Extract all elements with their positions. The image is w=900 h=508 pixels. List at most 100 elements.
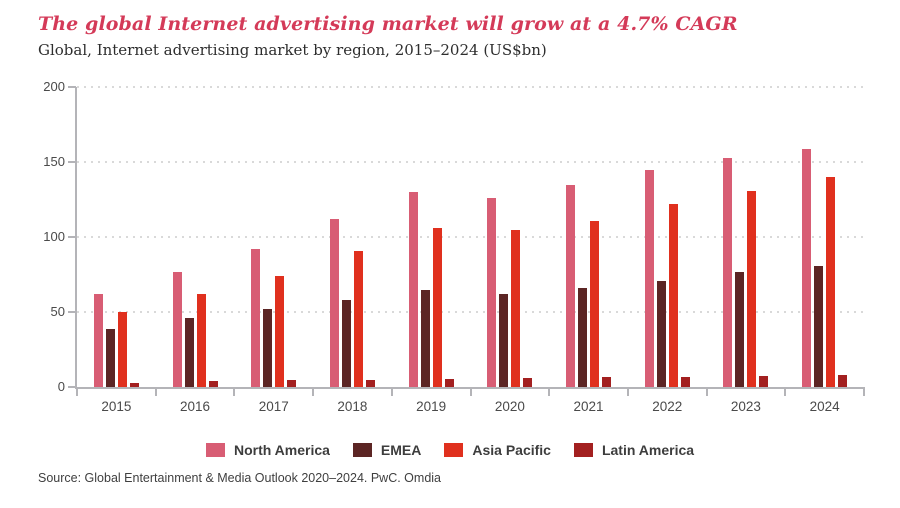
legend-item-north-america: North America bbox=[205, 442, 330, 458]
bar-group-2022 bbox=[628, 87, 707, 387]
legend-label: North America bbox=[233, 442, 330, 458]
y-tick-label: 200 bbox=[43, 79, 65, 94]
bar-asia-pacific-2024 bbox=[826, 177, 836, 387]
legend-swatch-emea bbox=[352, 443, 372, 457]
y-tick-label: 0 bbox=[57, 379, 65, 394]
bar-latin-america-2019 bbox=[444, 378, 454, 387]
x-axis-tick bbox=[863, 387, 865, 396]
bar-latin-america-2015 bbox=[129, 382, 139, 387]
source-note: Source: Global Entertainment & Media Out… bbox=[38, 471, 441, 485]
bar-emea-2015 bbox=[105, 328, 115, 387]
x-axis-tick bbox=[469, 387, 472, 396]
legend-swatch-latin-america bbox=[573, 443, 593, 457]
bar-group-2019 bbox=[392, 87, 471, 387]
bar-north-america-2024 bbox=[802, 148, 812, 387]
y-axis-tick bbox=[68, 311, 76, 313]
gridline-100 bbox=[77, 236, 864, 238]
bar-north-america-2019 bbox=[408, 192, 418, 387]
legend-item-asia-pacific: Asia Pacific bbox=[444, 442, 551, 458]
bar-north-america-2022 bbox=[644, 169, 654, 387]
bar-group-2018 bbox=[313, 87, 392, 387]
x-axis-tick bbox=[626, 387, 629, 396]
bar-north-america-2016 bbox=[172, 271, 182, 387]
bar-north-america-2020 bbox=[487, 198, 497, 387]
x-axis-tick bbox=[784, 387, 787, 396]
bar-emea-2018 bbox=[341, 300, 351, 387]
x-tick-label-2016: 2016 bbox=[180, 399, 211, 414]
x-tick-label-2015: 2015 bbox=[101, 399, 132, 414]
bar-emea-2020 bbox=[499, 294, 509, 387]
x-tick-label-2022: 2022 bbox=[652, 399, 683, 414]
bar-asia-pacific-2018 bbox=[353, 250, 363, 387]
plot-area: 0 50 100 150 200 2015 2016 2017 2018 2019 2020 2021… bbox=[43, 80, 865, 414]
bar-asia-pacific-2015 bbox=[117, 312, 127, 387]
bar-north-america-2023 bbox=[723, 157, 733, 387]
bar-emea-2023 bbox=[735, 271, 745, 387]
x-axis-tick bbox=[76, 387, 78, 396]
y-axis-tick bbox=[68, 161, 76, 163]
bar-latin-america-2021 bbox=[602, 377, 612, 387]
bar-group-2021 bbox=[549, 87, 628, 387]
bar-latin-america-2018 bbox=[365, 379, 375, 387]
legend-swatch-north-america bbox=[205, 443, 225, 457]
chart-subtitle: Global, Internet advertising market by r… bbox=[38, 41, 547, 59]
x-tick-label-2020: 2020 bbox=[494, 399, 525, 414]
gridline-150 bbox=[77, 161, 864, 163]
legend-item-latin-america: Latin America bbox=[573, 442, 695, 458]
bar-asia-pacific-2023 bbox=[747, 190, 757, 387]
y-axis-tick bbox=[68, 386, 76, 388]
bar-group-2015 bbox=[77, 87, 156, 387]
bar-asia-pacific-2019 bbox=[432, 228, 442, 387]
legend-label: Asia Pacific bbox=[472, 442, 551, 458]
bar-latin-america-2024 bbox=[838, 375, 848, 387]
bar-latin-america-2016 bbox=[208, 381, 218, 387]
legend: North America EMEA Asia Pacific Latin Am… bbox=[0, 442, 900, 458]
bar-emea-2019 bbox=[420, 289, 430, 387]
bar-north-america-2021 bbox=[566, 184, 576, 387]
bar-asia-pacific-2017 bbox=[275, 276, 285, 387]
legend-label: Latin America bbox=[601, 442, 695, 458]
x-axis-tick bbox=[390, 387, 393, 396]
chart-title: The global Internet advertising market w… bbox=[38, 13, 738, 35]
x-tick-label-2024: 2024 bbox=[809, 399, 840, 414]
bar-group-2017 bbox=[234, 87, 313, 387]
bar-asia-pacific-2016 bbox=[196, 294, 206, 387]
bar-emea-2017 bbox=[263, 309, 273, 387]
bar-north-america-2015 bbox=[93, 294, 103, 387]
x-axis-tick bbox=[233, 387, 236, 396]
bar-group-2016 bbox=[156, 87, 235, 387]
bar-group-2020 bbox=[471, 87, 550, 387]
bar-latin-america-2022 bbox=[680, 376, 690, 387]
y-axis-tick bbox=[68, 86, 76, 88]
bar-north-america-2017 bbox=[251, 249, 261, 387]
x-axis-tick bbox=[705, 387, 708, 396]
x-tick-label-2021: 2021 bbox=[573, 399, 604, 414]
y-tick-label: 50 bbox=[50, 304, 65, 319]
legend-swatch-asia-pacific bbox=[444, 443, 464, 457]
x-axis-tick bbox=[154, 387, 157, 396]
y-tick-label: 100 bbox=[43, 229, 65, 244]
x-axis-tick bbox=[548, 387, 551, 396]
gridline-200 bbox=[77, 86, 864, 88]
bar-group-2023 bbox=[707, 87, 786, 387]
bar-asia-pacific-2020 bbox=[511, 229, 521, 387]
bar-latin-america-2017 bbox=[287, 380, 297, 387]
bar-latin-america-2020 bbox=[523, 378, 533, 387]
gridline-50 bbox=[77, 311, 864, 313]
bar-emea-2016 bbox=[184, 318, 194, 387]
bar-asia-pacific-2022 bbox=[668, 204, 678, 387]
x-tick-label-2018: 2018 bbox=[337, 399, 368, 414]
bar-emea-2024 bbox=[814, 265, 824, 387]
bar-emea-2021 bbox=[578, 288, 588, 387]
bar-latin-america-2023 bbox=[759, 375, 769, 387]
bar-emea-2022 bbox=[656, 280, 666, 387]
x-tick-label-2023: 2023 bbox=[730, 399, 761, 414]
legend-item-emea: EMEA bbox=[352, 442, 422, 458]
y-tick-label: 150 bbox=[43, 154, 65, 169]
x-axis-tick bbox=[312, 387, 315, 396]
legend-label: EMEA bbox=[380, 442, 422, 458]
bar-group-2024 bbox=[785, 87, 864, 387]
bar-asia-pacific-2021 bbox=[590, 220, 600, 387]
x-tick-label-2019: 2019 bbox=[416, 399, 447, 414]
